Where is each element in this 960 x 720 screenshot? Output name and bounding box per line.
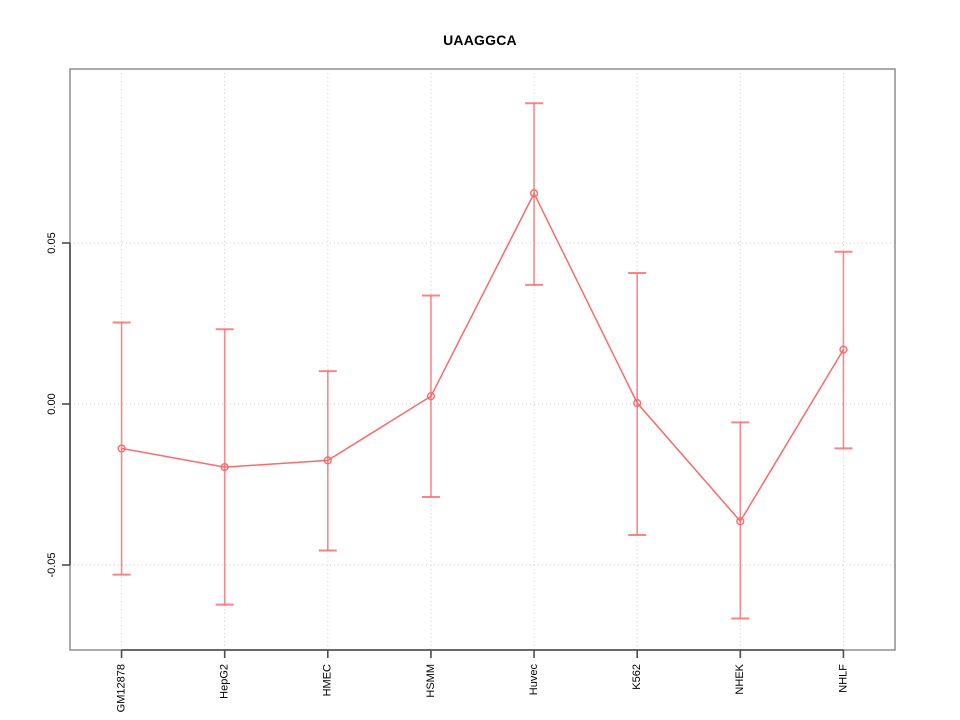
- y-axis-tick-label: 0.05: [46, 232, 58, 253]
- series-line: [121, 191, 845, 523]
- data-point-marker: [220, 463, 229, 472]
- data-series: [112, 102, 853, 620]
- data-point-marker: [839, 345, 848, 354]
- vertical-gridlines: [121, 69, 844, 650]
- x-axis-tick-label: K562: [631, 664, 643, 690]
- chart-title: UAAGGCA: [443, 32, 517, 48]
- plot-frame: [69, 68, 896, 651]
- x-axis-tick-label: NHLF: [837, 664, 849, 693]
- data-point-marker: [633, 398, 642, 408]
- data-point-marker: [736, 517, 745, 526]
- x-axis-tick-label: HSMM: [425, 664, 437, 698]
- x-axis-tick-label: GM12878: [115, 664, 127, 712]
- data-point-marker: [323, 456, 332, 465]
- x-axis-tick-label: HepG2: [219, 664, 231, 699]
- x-axis-tick-label: NHEK: [734, 663, 746, 694]
- x-axis-tick-label: Huvec: [528, 664, 540, 696]
- y-axis-tick-label: -0.05: [46, 552, 58, 577]
- data-point-marker: [117, 444, 126, 453]
- x-axis: GM12878 HepG2 HMEC HSMM Huvec K562 NHEK NHLF: [115, 649, 849, 712]
- data-point-marker: [529, 189, 539, 198]
- y-axis-tick-label: 0.00: [46, 393, 58, 414]
- x-axis-tick-label: HMEC: [322, 664, 334, 696]
- horizontal-gridlines: [70, 242, 895, 566]
- y-axis: 0.05 0.00 -0.05: [46, 232, 71, 578]
- data-point-marker: [426, 392, 436, 401]
